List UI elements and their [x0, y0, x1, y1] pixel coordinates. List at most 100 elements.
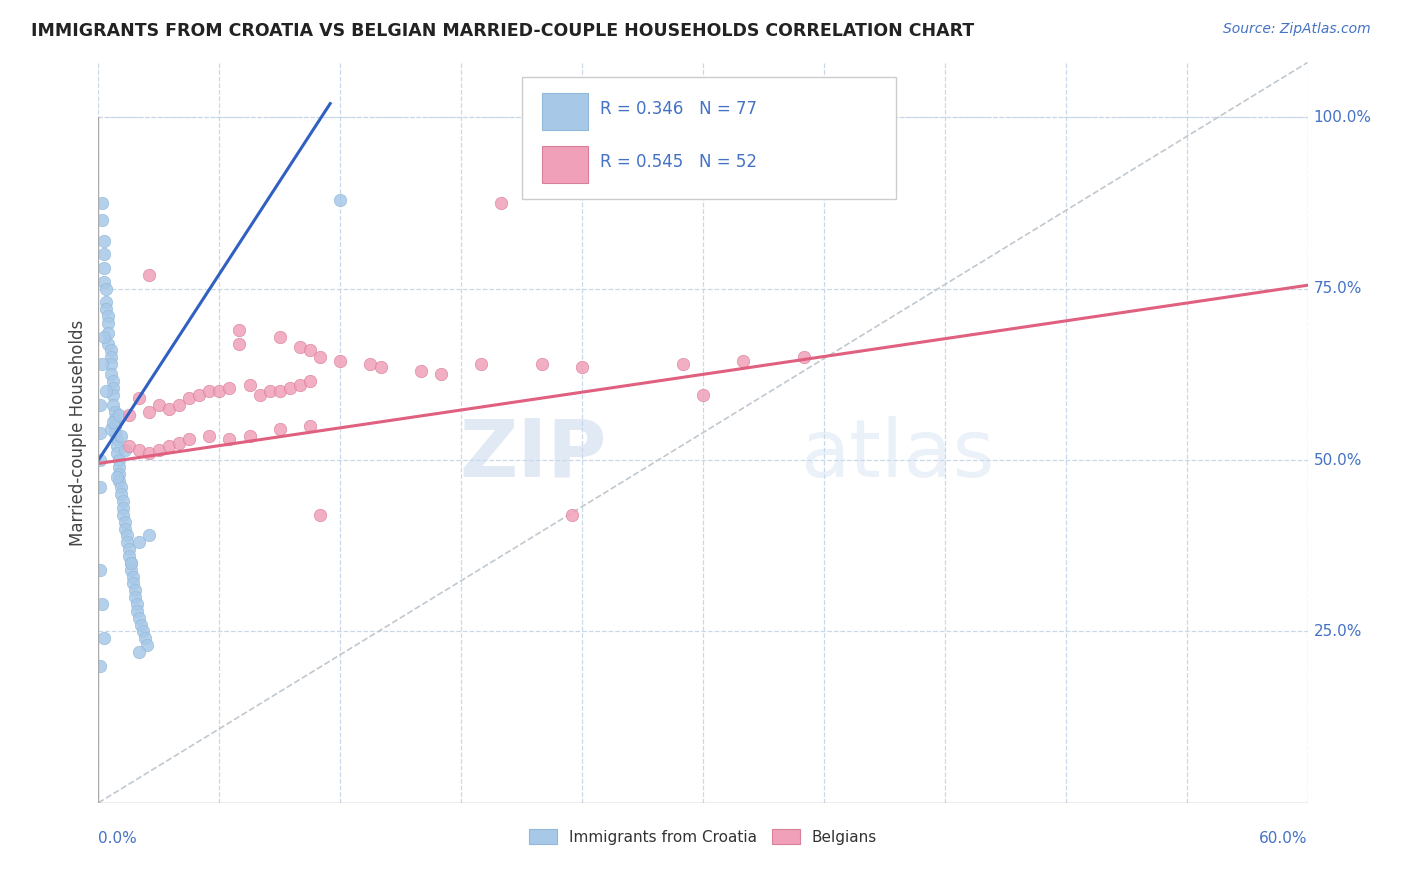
Text: 50.0%: 50.0% [1313, 452, 1362, 467]
Point [299, 374, 322, 388]
Point [299, 343, 322, 358]
Point [89, 398, 111, 412]
Point [91, 213, 114, 227]
Point [269, 422, 291, 436]
Point [97, 326, 120, 341]
Point [692, 388, 714, 402]
Point [329, 193, 352, 207]
Point [89, 480, 111, 494]
Point [114, 442, 136, 457]
Point [733, 353, 755, 368]
Point [309, 350, 332, 364]
Text: 100.0%: 100.0% [1313, 110, 1372, 125]
Point [409, 364, 432, 378]
Point [103, 412, 125, 426]
Point [128, 442, 150, 457]
Point [118, 439, 141, 453]
Point [107, 459, 129, 474]
Point [89, 425, 111, 440]
Point [125, 597, 148, 611]
Point [96, 295, 118, 310]
Point [103, 418, 125, 433]
Point [105, 433, 128, 447]
Text: 75.0%: 75.0% [1313, 281, 1362, 296]
Point [103, 425, 125, 440]
Point [107, 453, 129, 467]
Point [91, 357, 114, 371]
Point [239, 429, 262, 443]
Point [115, 528, 138, 542]
Point [793, 350, 815, 364]
Point [218, 381, 240, 395]
Text: 25.0%: 25.0% [1313, 624, 1362, 639]
Point [89, 453, 111, 467]
Point [107, 409, 129, 423]
Point [118, 542, 141, 557]
Point [228, 323, 250, 337]
Point [218, 433, 240, 447]
Point [111, 501, 134, 516]
Point [115, 535, 138, 549]
Point [107, 467, 129, 481]
Point [259, 384, 281, 399]
Point [93, 261, 115, 276]
Point [121, 576, 143, 591]
Bar [543, 93, 588, 130]
Point [132, 624, 155, 639]
Text: R = 0.545   N = 52: R = 0.545 N = 52 [600, 153, 758, 171]
Point [93, 234, 115, 248]
Text: atlas: atlas [800, 416, 994, 494]
Point [269, 384, 291, 399]
Point [93, 632, 115, 646]
Point [128, 645, 150, 659]
Point [110, 480, 132, 494]
Point [198, 384, 221, 399]
Text: 60.0%: 60.0% [1260, 831, 1308, 846]
Point [561, 508, 583, 522]
Point [96, 282, 118, 296]
Point [91, 196, 114, 211]
Point [239, 377, 262, 392]
Point [288, 340, 311, 354]
Point [360, 357, 382, 371]
Point [120, 563, 142, 577]
Point [470, 357, 492, 371]
Text: Source: ZipAtlas.com: Source: ZipAtlas.com [1223, 22, 1371, 37]
Point [208, 384, 231, 399]
Point [93, 329, 115, 343]
Point [121, 569, 143, 583]
Point [97, 336, 120, 351]
Point [138, 446, 160, 460]
Point [167, 398, 190, 412]
Point [269, 329, 291, 343]
Point [179, 392, 201, 406]
Point [118, 409, 141, 423]
Point [93, 247, 115, 261]
Point [100, 343, 122, 358]
Point [129, 617, 152, 632]
Y-axis label: Married-couple Households: Married-couple Households [69, 319, 87, 546]
Point [491, 196, 513, 211]
Point [124, 583, 146, 598]
Point [118, 549, 141, 563]
Point [128, 610, 150, 624]
Point [101, 415, 124, 429]
Point [100, 350, 122, 364]
Point [148, 398, 170, 412]
Point [101, 388, 124, 402]
Point [288, 377, 311, 392]
Point [309, 508, 332, 522]
Point [249, 388, 271, 402]
Text: 0.0%: 0.0% [98, 831, 138, 846]
Point [672, 357, 695, 371]
Point [329, 353, 352, 368]
Point [157, 439, 180, 453]
Point [96, 384, 118, 399]
Point [134, 632, 156, 646]
Point [138, 268, 160, 282]
Bar [543, 146, 588, 183]
Point [89, 563, 111, 577]
Point [138, 405, 160, 419]
Point [114, 515, 136, 529]
Point [103, 405, 125, 419]
